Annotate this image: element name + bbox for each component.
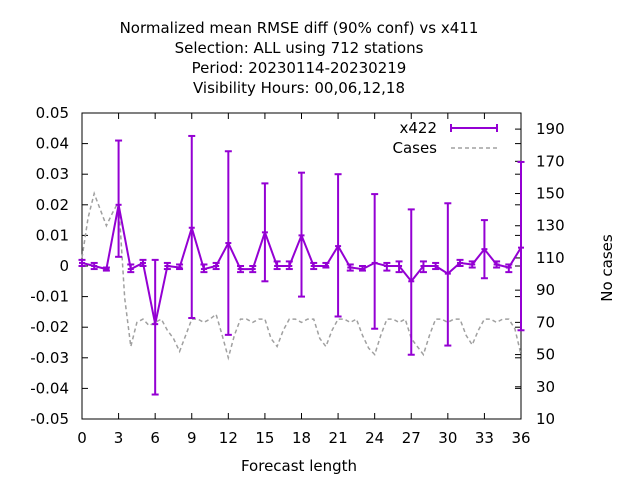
- y-tick-label: -0.02: [30, 318, 69, 336]
- series-cases: [81, 191, 522, 361]
- y-tick-label: 0.04: [36, 135, 69, 153]
- x-tick-label: 33: [475, 429, 494, 447]
- x-tick-label: 9: [187, 429, 197, 447]
- y2-tick-label: 30: [536, 378, 555, 396]
- x-tick-label: 27: [402, 429, 421, 447]
- title-line: Normalized mean RMSE diff (90% conf) vs …: [120, 19, 479, 37]
- chart-title: Normalized mean RMSE diff (90% conf) vs …: [120, 19, 479, 97]
- y-tick-label: 0.05: [36, 104, 69, 122]
- x-tick-label: 24: [365, 429, 384, 447]
- x-tick-label: 18: [292, 429, 311, 447]
- y2-tick-label: 50: [536, 346, 555, 364]
- x-tick-label: 36: [511, 429, 530, 447]
- x-tick-label: 15: [255, 429, 274, 447]
- x-tick-label: 6: [150, 429, 160, 447]
- title-line: Period: 20230114-20230219: [192, 59, 407, 77]
- legend-label-cases: Cases: [392, 139, 437, 157]
- y2-tick-label: 10: [536, 410, 555, 428]
- title-line: Visibility Hours: 00,06,12,18: [193, 79, 405, 97]
- y2-tick-label: 90: [536, 281, 555, 299]
- y2-tick-label: 110: [536, 249, 565, 267]
- title-line: Selection: ALL using 712 stations: [175, 39, 424, 57]
- y-tick-label: -0.03: [30, 349, 69, 367]
- y-tick-label: 0.01: [36, 226, 69, 244]
- x-tick-label: 12: [219, 429, 238, 447]
- x-tick-label: 21: [329, 429, 348, 447]
- y2-tick-label: 130: [536, 217, 565, 235]
- series-x422: [78, 134, 525, 396]
- y-tick-label: -0.05: [30, 410, 69, 428]
- y2-tick-label: 170: [536, 152, 565, 170]
- legend: x422 Cases: [392, 119, 498, 157]
- y2-tick-label: 150: [536, 185, 565, 203]
- y2-tick-label: 70: [536, 313, 555, 331]
- y-axis: -0.05 -0.04 -0.03 -0.02 -0.01 0 0.01 0.02 0.03 0.…: [30, 104, 521, 428]
- y-tick-label: -0.01: [30, 288, 69, 306]
- y2-axis: 10 30 50 70 90 110 130 150 170 190: [515, 120, 565, 428]
- y-tick-label: 0: [59, 257, 69, 275]
- y2-tick-label: 190: [536, 120, 565, 138]
- cases-line: [81, 191, 522, 361]
- x-tick-label: 0: [77, 429, 87, 447]
- y-tick-label: -0.04: [30, 379, 69, 397]
- y2-axis-label: No cases: [598, 234, 616, 302]
- y-tick-label: 0.03: [36, 165, 69, 183]
- x-tick-label: 30: [438, 429, 457, 447]
- x-tick-label: 3: [114, 429, 124, 447]
- x-axis: 0 3 6 9 12 15 18 21 24 27 30 33 36: [77, 113, 531, 447]
- legend-label-x422: x422: [399, 119, 437, 137]
- y-tick-label: 0.02: [36, 196, 69, 214]
- x-axis-label: Forecast length: [241, 457, 357, 475]
